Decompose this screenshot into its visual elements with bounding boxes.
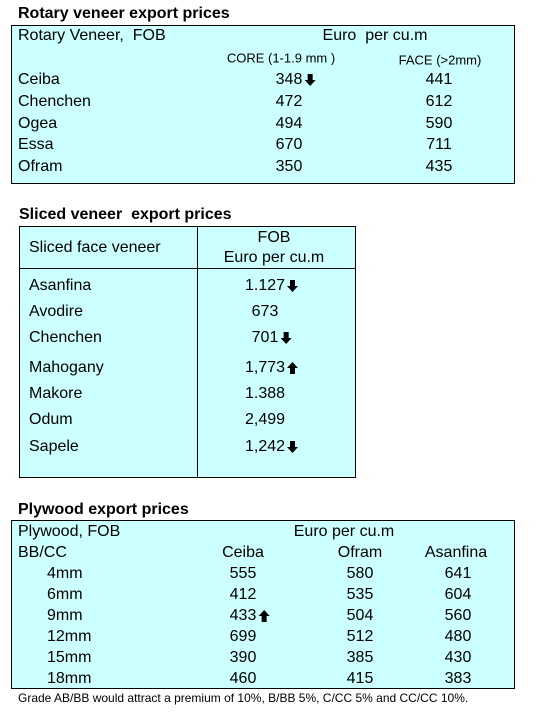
price: 348 [276,72,316,88]
trend-arrow-down [287,280,299,292]
price: 1.388 [244,385,286,402]
row-label: Makore [29,385,83,402]
row-label: 9mm [47,607,83,624]
trend-arrow-up [287,362,299,374]
price: 512 [346,628,374,645]
unit-label: Euro per cu.m [322,27,428,44]
sliced-header-rule [19,268,356,269]
row-label: Odum [29,411,73,428]
price: 383 [444,670,472,687]
price: 673 [251,303,279,320]
price: 612 [425,93,453,110]
table-label: Plywood, FOB [18,523,121,540]
price: 641 [444,565,472,582]
trend-arrow-down [280,332,292,344]
trend-arrow-down [287,441,299,453]
price: 480 [444,628,472,645]
price: 441 [425,71,453,88]
price: 435 [425,158,453,175]
price: 701 [252,330,292,346]
plywood-box [11,520,515,689]
row-label: Mahogany [29,359,104,376]
row-label: Chenchen [18,93,91,110]
price: 535 [346,586,374,603]
section-title: Sliced veneer export prices [19,206,232,223]
price: 2,499 [244,411,286,428]
row-label: 12mm [47,628,92,645]
price: 415 [346,670,374,687]
price: 385 [346,649,374,666]
row-label: 6mm [47,586,83,603]
price: 711 [426,136,452,153]
table-label: Rotary Veneer, FOB [18,27,166,44]
column-header: CORE (1-1.9 mm ) [226,50,336,66]
price: 699 [229,628,257,645]
unit-label: Euro per cu.m [223,249,325,266]
unit-label: Euro per cu.m [293,523,395,540]
row-label: Asanfina [29,277,92,294]
row-label: Chenchen [29,329,102,346]
section-title: Plywood export prices [18,501,189,518]
row-label: 4mm [47,565,83,582]
price: 1.127 [245,278,299,294]
row-label: Essa [18,136,54,153]
row-label: Avodire [29,303,83,320]
row-label: Ceiba [18,71,60,88]
price: 580 [346,565,374,582]
price: 350 [275,158,303,175]
trend-arrow-up [258,610,270,622]
price: 504 [346,607,374,624]
price: 433 [230,608,270,624]
row-label: Ogea [18,115,58,132]
row-label: 15mm [47,649,92,666]
sliced-divider [197,226,198,478]
section-title: Rotary veneer export prices [18,5,230,22]
column-header: Ceiba [222,544,264,561]
price: 670 [275,136,303,153]
price: 1,773 [245,360,299,376]
price: 604 [444,586,472,603]
price: 494 [275,115,303,132]
price: 412 [229,586,257,603]
price: 460 [229,670,257,687]
price: 430 [444,649,472,666]
rotary-box [11,25,515,184]
row-label: Ofram [18,158,63,175]
price: 560 [444,607,472,624]
column-header: Ofram [337,544,383,561]
row-label: 18mm [47,670,92,687]
unit-label: FOB [257,229,291,246]
grade-label: BB/CC [18,544,67,561]
table-label: Sliced face veneer [29,239,161,256]
row-label: Sapele [29,438,79,455]
column-header: Asanfina [424,544,488,561]
price: 590 [425,115,453,132]
price: 555 [229,565,257,582]
footnote: Grade AB/BB would attract a premium of 1… [18,691,469,705]
column-header: FACE (>2mm) [398,52,482,68]
price: 1,242 [245,439,299,455]
trend-arrow-down [304,74,316,86]
price: 472 [275,93,303,110]
price: 390 [229,649,257,666]
